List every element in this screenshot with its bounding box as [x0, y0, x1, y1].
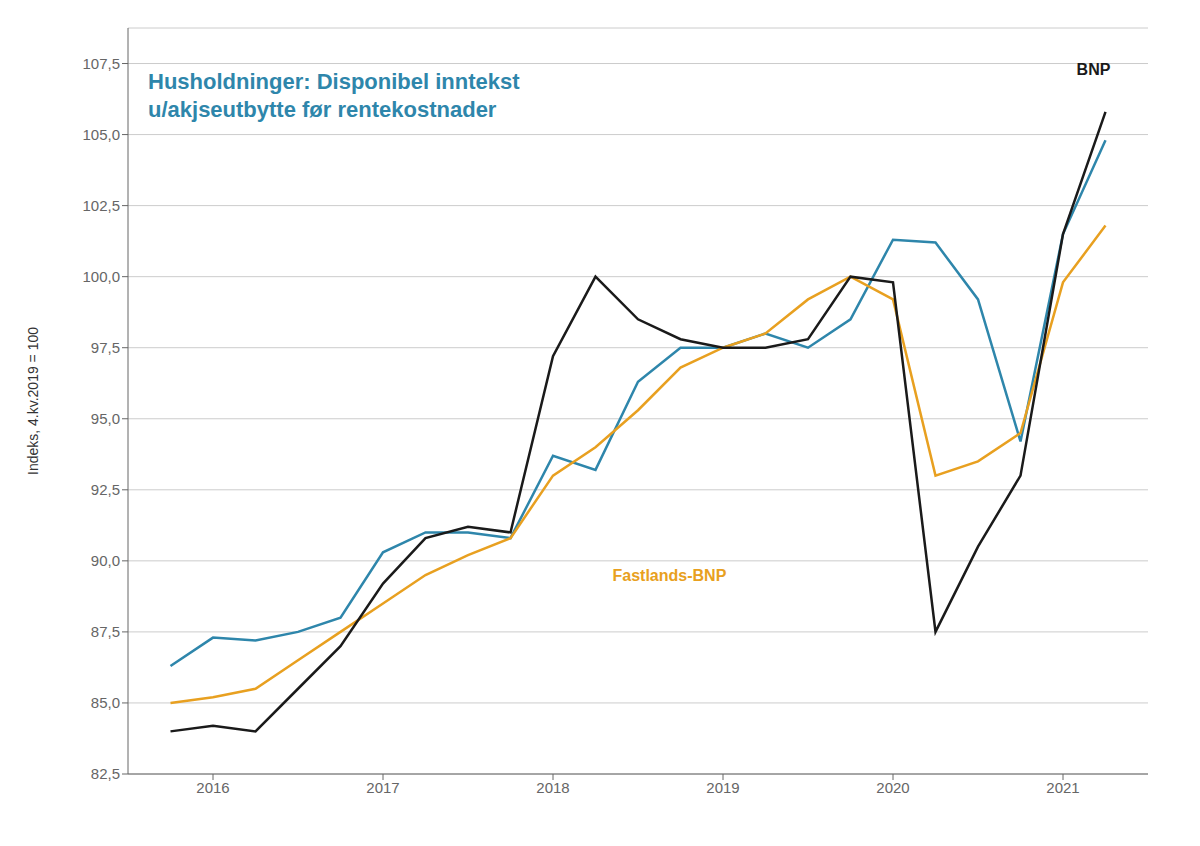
svg-text:105,0: 105,0 [82, 126, 120, 143]
svg-text:Fastlands-BNP: Fastlands-BNP [613, 567, 727, 584]
html-text:Husholdninger: Disponibel innt: Husholdninger: Disponibel inntekst [148, 69, 520, 94]
svg-text:2021: 2021 [1046, 779, 1079, 796]
svg-text:97,5: 97,5 [91, 339, 120, 356]
svg-text:102,5: 102,5 [82, 197, 120, 214]
svg-text:82,5: 82,5 [91, 765, 120, 782]
svg-text:2019: 2019 [706, 779, 739, 796]
svg-text:107,5: 107,5 [82, 55, 120, 72]
svg-text:2017: 2017 [366, 779, 399, 796]
svg-text:2018: 2018 [536, 779, 569, 796]
svg-text:92,5: 92,5 [91, 481, 120, 498]
html-text:u/akjseutbytte før rentekostna: u/akjseutbytte før rentekostnader [148, 97, 497, 122]
svg-text:2016: 2016 [196, 779, 229, 796]
svg-text:95,0: 95,0 [91, 410, 120, 427]
svg-text:87,5: 87,5 [91, 623, 120, 640]
svg-text:2020: 2020 [876, 779, 909, 796]
svg-text:90,0: 90,0 [91, 552, 120, 569]
svg-text:85,0: 85,0 [91, 694, 120, 711]
svg-text:Indeks, 4.kv.2019 = 100: Indeks, 4.kv.2019 = 100 [25, 327, 41, 475]
svg-text:100,0: 100,0 [82, 268, 120, 285]
svg-text:BNP: BNP [1077, 61, 1111, 78]
